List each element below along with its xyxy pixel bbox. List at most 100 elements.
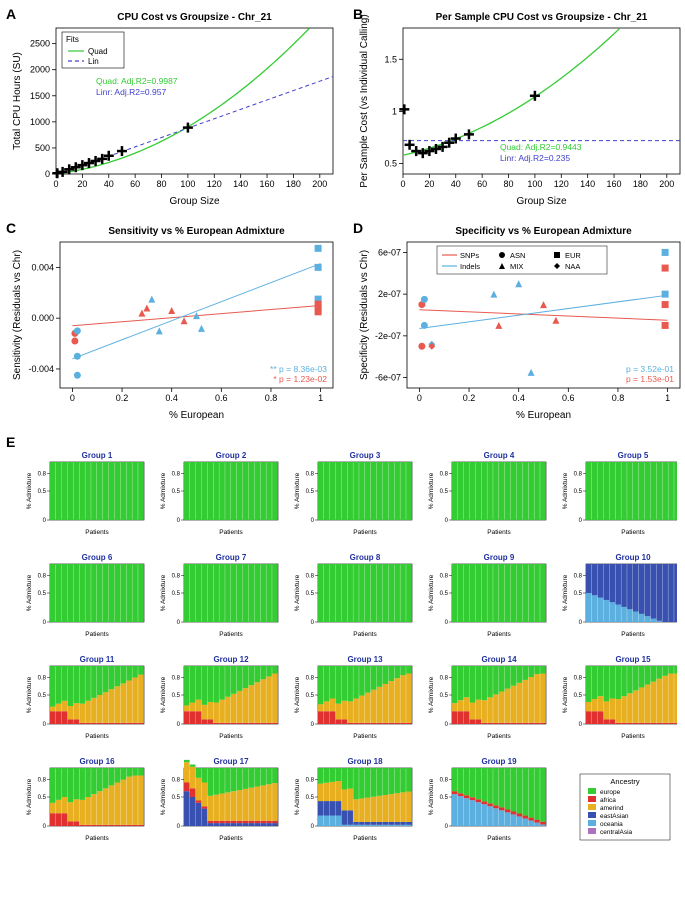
svg-text:0: 0 <box>311 824 315 830</box>
svg-text:Ancestry: Ancestry <box>610 777 639 786</box>
svg-text:Patients: Patients <box>487 529 511 536</box>
svg-text:EUR: EUR <box>565 251 581 260</box>
svg-text:% Admixture: % Admixture <box>160 778 167 815</box>
svg-text:1500: 1500 <box>30 91 50 101</box>
svg-text:Group 6: Group 6 <box>82 553 113 562</box>
panel-letter-a: A <box>6 6 16 22</box>
svg-text:0.8: 0.8 <box>440 574 449 580</box>
svg-text:1: 1 <box>392 106 397 116</box>
svg-text:europe: europe <box>600 789 621 796</box>
panel-letter-c: C <box>6 220 16 236</box>
svg-text:0.8: 0.8 <box>306 574 315 580</box>
panel-b: B 0204060801001201401601802000.511.5Grou… <box>355 8 685 208</box>
svg-text:80: 80 <box>157 179 167 189</box>
svg-text:SNPs: SNPs <box>460 251 479 260</box>
svg-text:2000: 2000 <box>30 65 50 75</box>
svg-text:100: 100 <box>527 179 542 189</box>
svg-text:-2e-07: -2e-07 <box>375 331 401 341</box>
svg-text:% Admixture: % Admixture <box>562 472 569 509</box>
svg-text:140: 140 <box>233 179 248 189</box>
svg-text:0.8: 0.8 <box>38 574 47 580</box>
svg-text:Group 3: Group 3 <box>350 451 381 460</box>
svg-text:Group 7: Group 7 <box>216 553 247 562</box>
svg-text:% Admixture: % Admixture <box>160 472 167 509</box>
svg-text:0: 0 <box>70 393 75 403</box>
svg-text:eastAsian: eastAsian <box>600 813 629 820</box>
svg-text:Specificity vs % European Admi: Specificity vs % European Admixture <box>455 226 632 237</box>
svg-text:0.5: 0.5 <box>306 489 315 495</box>
svg-text:0.8: 0.8 <box>306 472 315 478</box>
svg-text:% Admixture: % Admixture <box>160 574 167 611</box>
svg-text:80: 80 <box>504 179 514 189</box>
chart-c: 00.20.40.60.81-0.0040.0000.004% European… <box>8 222 343 422</box>
svg-text:0.5: 0.5 <box>440 795 449 801</box>
svg-text:200: 200 <box>312 179 327 189</box>
svg-text:20: 20 <box>424 179 434 189</box>
svg-text:% Admixture: % Admixture <box>294 778 301 815</box>
svg-text:0.5: 0.5 <box>440 489 449 495</box>
svg-text:Group 4: Group 4 <box>484 451 515 460</box>
svg-text:0.6: 0.6 <box>215 393 228 403</box>
svg-text:0: 0 <box>445 518 449 524</box>
svg-text:1000: 1000 <box>30 117 50 127</box>
svg-text:120: 120 <box>554 179 569 189</box>
svg-text:0: 0 <box>445 620 449 626</box>
svg-text:NAA: NAA <box>565 262 580 271</box>
svg-text:0.5: 0.5 <box>38 795 47 801</box>
svg-text:% Admixture: % Admixture <box>26 676 33 713</box>
svg-text:CPU Cost vs Groupsize - Chr_21: CPU Cost vs Groupsize - Chr_21 <box>117 12 272 23</box>
svg-text:180: 180 <box>633 179 648 189</box>
svg-text:Patients: Patients <box>219 835 243 842</box>
svg-text:% Admixture: % Admixture <box>26 472 33 509</box>
svg-text:160: 160 <box>607 179 622 189</box>
svg-text:160: 160 <box>260 179 275 189</box>
svg-text:Total CPU Hours (SU): Total CPU Hours (SU) <box>12 52 23 150</box>
panel-letter-e: E <box>6 434 15 450</box>
svg-text:Group 19: Group 19 <box>481 757 517 766</box>
svg-text:-6e-07: -6e-07 <box>375 373 401 383</box>
svg-text:0: 0 <box>43 824 47 830</box>
svg-text:% Admixture: % Admixture <box>428 574 435 611</box>
svg-text:0.5: 0.5 <box>440 693 449 699</box>
svg-text:0.8: 0.8 <box>574 472 583 478</box>
svg-text:Linr: Adj.R2=0.235: Linr: Adj.R2=0.235 <box>500 153 570 163</box>
panel-d: D 00.20.40.60.81-6e-07-2e-072e-076e-07% … <box>355 222 685 422</box>
svg-text:% Admixture: % Admixture <box>428 472 435 509</box>
svg-text:0.8: 0.8 <box>306 676 315 682</box>
svg-text:40: 40 <box>104 179 114 189</box>
svg-text:0: 0 <box>400 179 405 189</box>
svg-text:0.8: 0.8 <box>440 472 449 478</box>
svg-text:0: 0 <box>177 824 181 830</box>
svg-text:0.8: 0.8 <box>172 778 181 784</box>
svg-text:% European: % European <box>169 410 224 421</box>
svg-text:** p = 8.36e-03: ** p = 8.36e-03 <box>270 364 327 374</box>
panel-a: A 02040608010012014016018020005001000150… <box>8 8 343 208</box>
svg-text:Group 13: Group 13 <box>347 655 383 664</box>
svg-text:Quad: Adj.R2=0.9443: Quad: Adj.R2=0.9443 <box>500 142 582 152</box>
svg-text:0: 0 <box>177 620 181 626</box>
svg-text:Group 5: Group 5 <box>618 451 649 460</box>
svg-text:0.8: 0.8 <box>574 574 583 580</box>
svg-text:60: 60 <box>477 179 487 189</box>
svg-text:0: 0 <box>177 722 181 728</box>
svg-text:2e-07: 2e-07 <box>378 289 401 299</box>
svg-text:0.5: 0.5 <box>172 795 181 801</box>
svg-text:p = 3.52e-01: p = 3.52e-01 <box>626 364 674 374</box>
svg-text:Group 18: Group 18 <box>347 757 383 766</box>
svg-text:Group 14: Group 14 <box>481 655 517 664</box>
svg-text:Sensitivity vs % European Admi: Sensitivity vs % European Admixture <box>108 226 285 237</box>
svg-text:0.5: 0.5 <box>574 693 583 699</box>
svg-text:0: 0 <box>445 722 449 728</box>
svg-text:0.5: 0.5 <box>306 795 315 801</box>
svg-text:africa: africa <box>600 797 616 804</box>
svg-text:Group 8: Group 8 <box>350 553 381 562</box>
svg-text:Patients: Patients <box>85 529 109 536</box>
svg-text:0: 0 <box>579 722 583 728</box>
svg-text:0: 0 <box>53 179 58 189</box>
svg-text:Group 11: Group 11 <box>80 655 115 664</box>
svg-text:Patients: Patients <box>621 529 645 536</box>
svg-text:Patients: Patients <box>219 529 243 536</box>
svg-text:% Admixture: % Admixture <box>160 676 167 713</box>
svg-text:60: 60 <box>130 179 140 189</box>
svg-text:Patients: Patients <box>353 835 377 842</box>
